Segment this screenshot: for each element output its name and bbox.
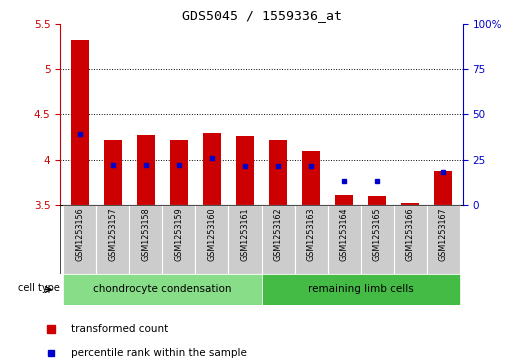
Bar [96, 205, 130, 274]
Text: GSM1253165: GSM1253165 [372, 207, 382, 261]
Bar [262, 205, 294, 274]
Text: GSM1253160: GSM1253160 [208, 207, 217, 261]
Text: GSM1253156: GSM1253156 [75, 207, 84, 261]
Text: chondrocyte condensation: chondrocyte condensation [93, 285, 232, 294]
Bar [434, 171, 452, 205]
Bar [393, 205, 427, 274]
Text: GSM1253166: GSM1253166 [405, 207, 415, 261]
Bar [236, 136, 254, 205]
Title: GDS5045 / 1559336_at: GDS5045 / 1559336_at [181, 9, 342, 23]
Bar [63, 274, 262, 305]
Bar [137, 135, 155, 205]
Bar [63, 205, 96, 274]
Text: GSM1253157: GSM1253157 [108, 207, 118, 261]
Text: remaining limb cells: remaining limb cells [308, 285, 413, 294]
Bar [163, 205, 196, 274]
Bar [203, 133, 221, 205]
Text: GSM1253164: GSM1253164 [339, 207, 348, 261]
Text: GSM1253162: GSM1253162 [274, 207, 282, 261]
Bar [368, 196, 386, 205]
Text: GSM1253158: GSM1253158 [141, 207, 151, 261]
Bar [401, 203, 419, 205]
Bar [294, 205, 327, 274]
Text: percentile rank within the sample: percentile rank within the sample [71, 348, 246, 358]
Bar [130, 205, 163, 274]
Bar [302, 151, 320, 205]
Bar [335, 195, 353, 205]
Text: cell type: cell type [18, 283, 60, 293]
Text: GSM1253161: GSM1253161 [241, 207, 249, 261]
Bar [170, 140, 188, 205]
Bar [196, 205, 229, 274]
Bar [229, 205, 262, 274]
Text: GSM1253167: GSM1253167 [439, 207, 448, 261]
Bar [262, 274, 460, 305]
Bar [327, 205, 360, 274]
Bar [104, 140, 122, 205]
Bar [269, 140, 287, 205]
Bar [427, 205, 460, 274]
Text: GSM1253159: GSM1253159 [175, 207, 184, 261]
Bar [71, 40, 89, 205]
Text: transformed count: transformed count [71, 324, 168, 334]
Text: GSM1253163: GSM1253163 [306, 207, 315, 261]
Bar [360, 205, 393, 274]
